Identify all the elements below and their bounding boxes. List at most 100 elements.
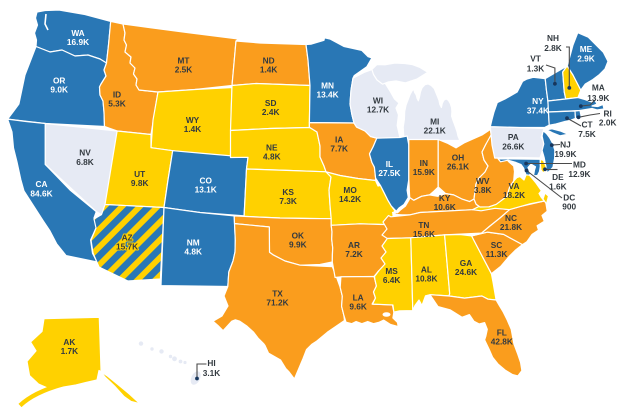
svg-text:OR: OR xyxy=(53,76,65,86)
svg-text:2.9K: 2.9K xyxy=(577,54,595,64)
svg-text:12.9K: 12.9K xyxy=(568,169,590,179)
svg-text:AR: AR xyxy=(348,240,360,250)
svg-text:9.6K: 9.6K xyxy=(349,302,367,312)
svg-text:1.4K: 1.4K xyxy=(260,65,278,75)
svg-text:15.6K: 15.6K xyxy=(413,229,435,239)
svg-text:6.8K: 6.8K xyxy=(76,157,94,167)
svg-text:5.3K: 5.3K xyxy=(108,99,126,109)
svg-text:71.2K: 71.2K xyxy=(266,298,288,308)
svg-text:4.8K: 4.8K xyxy=(184,247,202,257)
svg-text:AK: AK xyxy=(63,337,75,347)
svg-text:NM: NM xyxy=(187,238,200,248)
svg-text:MN: MN xyxy=(321,81,334,91)
svg-text:37.4K: 37.4K xyxy=(527,105,549,115)
svg-text:CT: CT xyxy=(581,120,592,130)
svg-text:MO: MO xyxy=(343,185,357,195)
svg-text:14.2K: 14.2K xyxy=(339,194,361,204)
svg-text:18.2K: 18.2K xyxy=(503,190,525,200)
svg-text:7.2K: 7.2K xyxy=(345,249,363,259)
svg-text:3.8K: 3.8K xyxy=(474,185,492,195)
svg-text:VT: VT xyxy=(530,54,541,64)
svg-text:NY: NY xyxy=(532,96,544,106)
svg-text:TN: TN xyxy=(418,220,429,230)
svg-text:WA: WA xyxy=(71,28,84,38)
svg-text:OH: OH xyxy=(452,153,464,163)
svg-text:10.8K: 10.8K xyxy=(415,273,437,283)
svg-text:OK: OK xyxy=(292,231,304,241)
svg-text:19.9K: 19.9K xyxy=(554,149,576,159)
svg-text:21.8K: 21.8K xyxy=(500,222,522,232)
svg-text:9.9K: 9.9K xyxy=(289,240,307,250)
svg-text:WI: WI xyxy=(373,96,383,106)
svg-text:13.1K: 13.1K xyxy=(195,184,217,194)
svg-text:KY: KY xyxy=(439,193,451,203)
svg-text:26.1K: 26.1K xyxy=(447,162,469,172)
svg-text:WV: WV xyxy=(476,176,490,186)
svg-text:MS: MS xyxy=(385,266,398,276)
svg-text:LA: LA xyxy=(353,293,364,303)
svg-text:AL: AL xyxy=(421,264,432,274)
svg-text:NH: NH xyxy=(547,33,559,43)
svg-text:16.9K: 16.9K xyxy=(67,37,89,47)
svg-text:SD: SD xyxy=(265,98,277,108)
svg-text:1.4K: 1.4K xyxy=(184,124,202,134)
svg-text:84.6K: 84.6K xyxy=(30,189,52,199)
svg-text:NV: NV xyxy=(79,147,91,157)
svg-text:KS: KS xyxy=(282,187,294,197)
svg-text:2.8K: 2.8K xyxy=(544,43,562,53)
svg-text:13.4K: 13.4K xyxy=(317,90,339,100)
svg-text:DE: DE xyxy=(552,172,564,182)
svg-text:11.3K: 11.3K xyxy=(486,249,508,259)
svg-text:ID: ID xyxy=(113,90,121,100)
svg-text:13.9K: 13.9K xyxy=(587,93,609,103)
svg-text:2.0K: 2.0K xyxy=(599,118,617,128)
svg-text:9.0K: 9.0K xyxy=(50,85,68,95)
svg-text:2.5K: 2.5K xyxy=(175,65,193,75)
svg-text:MD: MD xyxy=(573,160,586,170)
svg-text:9.8K: 9.8K xyxy=(131,178,149,188)
svg-text:42.8K: 42.8K xyxy=(491,337,513,347)
svg-text:2.4K: 2.4K xyxy=(262,107,280,117)
svg-text:27.5K: 27.5K xyxy=(378,168,400,178)
svg-text:VA: VA xyxy=(509,181,520,191)
svg-text:TX: TX xyxy=(272,289,283,299)
svg-text:HI: HI xyxy=(207,358,215,368)
svg-text:CA: CA xyxy=(36,179,48,189)
svg-text:15.9K: 15.9K xyxy=(413,167,435,177)
svg-text:IN: IN xyxy=(420,158,428,168)
svg-text:IA: IA xyxy=(335,135,343,145)
svg-text:7.3K: 7.3K xyxy=(279,196,297,206)
svg-text:900: 900 xyxy=(562,202,576,212)
svg-text:1.3K: 1.3K xyxy=(527,64,545,74)
svg-text:MA: MA xyxy=(592,83,605,93)
svg-text:4.8K: 4.8K xyxy=(263,152,281,162)
svg-text:CO: CO xyxy=(199,175,212,185)
svg-text:NC: NC xyxy=(505,213,517,223)
svg-text:RI: RI xyxy=(604,108,612,118)
svg-text:FL: FL xyxy=(497,328,507,338)
svg-text:NJ: NJ xyxy=(560,139,571,149)
svg-text:1.6K: 1.6K xyxy=(549,181,567,191)
svg-text:3.1K: 3.1K xyxy=(203,368,221,378)
svg-text:AZ: AZ xyxy=(122,233,133,243)
svg-text:UT: UT xyxy=(134,169,145,179)
svg-text:IL: IL xyxy=(386,159,393,169)
svg-text:7.5K: 7.5K xyxy=(578,129,596,139)
svg-text:DC: DC xyxy=(563,192,575,202)
svg-text:10.6K: 10.6K xyxy=(434,202,456,212)
svg-text:WY: WY xyxy=(186,115,200,125)
svg-text:15.7K: 15.7K xyxy=(116,242,138,252)
svg-text:24.6K: 24.6K xyxy=(455,267,477,277)
svg-text:1.7K: 1.7K xyxy=(61,346,79,356)
svg-text:26.6K: 26.6K xyxy=(502,142,524,152)
svg-text:MI: MI xyxy=(430,116,439,126)
svg-text:12.7K: 12.7K xyxy=(367,105,389,115)
svg-text:NE: NE xyxy=(266,143,278,153)
svg-text:SC: SC xyxy=(491,240,503,250)
svg-text:ND: ND xyxy=(263,56,275,66)
svg-text:ME: ME xyxy=(580,44,593,54)
svg-text:22.1K: 22.1K xyxy=(424,125,446,135)
svg-text:6.4K: 6.4K xyxy=(383,275,401,285)
svg-text:PA: PA xyxy=(508,132,519,142)
svg-text:MT: MT xyxy=(178,56,190,66)
